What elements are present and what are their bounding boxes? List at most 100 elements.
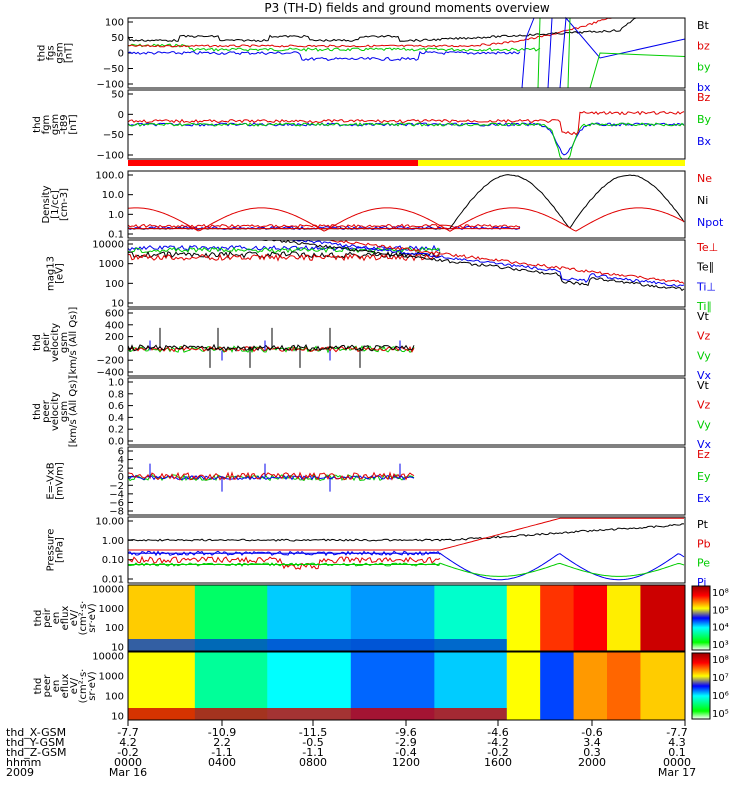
panel-10-tick-label: 1000 [99,672,124,683]
panel-6-tick-label: 0.0 [108,437,124,448]
spectrogram-band [607,585,641,651]
by-spike-line [537,17,686,89]
xaxis-value: -0.2 [117,746,138,759]
ti-late-line [128,239,685,287]
legend-Npot: Npot [697,216,724,229]
panel-8: Pressure[nPa] 10.00 1.00 0.10 0.01 Pt Pb Pe Pi [46,516,711,589]
panel-6-tick-label: 0.8 [108,389,124,400]
panel-1-tick-label: 0 [118,49,124,60]
legend-Bz: Bz [697,91,711,104]
panel-7-tick-label: −6 [109,498,124,509]
pb-line [127,555,441,570]
legend-Pt: Pt [697,518,709,531]
xaxis-row-label: thd_Z-GSM [6,746,66,759]
panel-9-tick-label: 100 [105,623,124,634]
panel-8-tick-label: 1.00 [102,536,124,547]
panel-1-tick-label: 100 [105,18,124,29]
panel-3-tick-label: 1.0 [108,210,124,221]
panel-1-ylabel-line: fgs [46,45,57,60]
panel-9-tick-label: 10000 [92,585,124,596]
colorbar-tick-label: 10⁶ [712,691,729,702]
legend-Vt: Vt [697,310,710,323]
panel-5-tick-label: 600 [105,309,124,320]
panel-9-tick-label: 10 [111,643,124,654]
spectrogram-band [640,652,686,720]
panel-6-tick-label: 0.2 [108,425,124,436]
spectrogram-band [573,585,608,651]
panel-6-tick-label: 0.4 [108,413,124,424]
xaxis-value: 2.2 [213,736,231,749]
mode-bar-red [128,160,418,166]
panel-9-frame [127,584,686,652]
panel-10-tick-label: 10 [111,712,124,723]
xaxis-value: 0400 [208,756,236,769]
panel-5-ylabel-line: thd [32,334,43,351]
legend-By: By [697,113,712,126]
panel-5-ylabel-line: velocity [50,323,61,362]
spectrogram-band [640,585,686,651]
xaxis-value: 0800 [299,756,327,769]
xaxis-value: -4.2 [487,736,508,749]
panel-4-tick-label: 10 [111,299,124,310]
legend-Pb: Pb [697,537,711,550]
legend-Ti∥: Ti∥ [696,300,712,313]
panel-4-tick-label: 1000 [99,259,124,270]
colorbar [691,652,711,720]
panel-2-ylabel-line: thd [32,116,43,133]
panel-8-tick-label: 0.01 [102,575,124,586]
ne-line [127,223,520,229]
te-perp-line [127,253,441,262]
spectrogram-band [573,652,608,720]
panel-9-ylabel-line: eflux [60,606,71,631]
bx-spike-line [521,16,686,89]
legend-Pi: Pi [697,576,706,589]
panel-10-ylabel-line: en [51,680,62,693]
legend-Vx: Vx [697,369,712,382]
colorbar-tick-label: 10⁷ [712,673,729,684]
spectrogram-low-band [128,639,507,651]
panel-7-frame [127,446,686,516]
panel-6-ylabel-line: gsm [59,401,70,422]
colorbar-tick-label: 10⁸ [712,588,729,599]
spectrogram-band [607,652,641,720]
panel-3-ylabel-line: Density [41,185,52,223]
xaxis-value: 2000 [578,756,606,769]
panel-1-tick-label: −50 [103,64,124,75]
pb-late-line [128,517,684,551]
panel-10-ylabel-line: sr·eV) [87,671,98,700]
pt-line [127,523,685,542]
panel-6-frame [127,377,686,446]
legend-Bt: Bt [697,19,710,32]
colorbar-tick-label: 10⁸ [712,655,729,666]
panel-1-tick-label: 50 [111,33,124,44]
panel-6-ylabel-line: thd [32,403,43,420]
panel-9-ylabel-line: eV/ [69,609,80,626]
panel-1-ylabel-line: thd [37,45,48,62]
panel-4-tick-label: 100 [105,279,124,290]
spectrogram-low-band [128,708,507,720]
panel-1-ylabel-line: [nT] [64,43,75,63]
xaxis-value: 4.2 [119,736,137,749]
xaxis-value: -11.5 [299,726,327,739]
xaxis-value: 3.4 [583,736,601,749]
legend-Pe: Pe [697,557,710,570]
spectrogram-band [540,585,575,651]
panel-6-tick-label: 0.6 [108,401,124,412]
pe-line [127,562,441,567]
xaxis-value: 0.3 [583,746,601,759]
panel-2-frame [127,89,686,160]
panel-7-tick-label: 2 [118,464,124,475]
panel-7-tick-label: 0 [118,472,124,483]
panel-3-frame [127,170,686,239]
panel-5-ylabel-line: gsm [59,332,70,353]
panel-4-ylabel-line: mag13 [46,256,57,291]
panel-9-ylabel-line: sr·eV) [87,603,98,632]
panel-8-frame [127,516,686,584]
panel-2-ylabel-line: [nT] [68,114,79,134]
ni-line [127,174,685,230]
xaxis-value: Mar 16 [109,766,147,779]
colorbar-tick-label: 10⁵ [712,605,729,616]
panel-2-tick-label: 0 [118,110,124,121]
